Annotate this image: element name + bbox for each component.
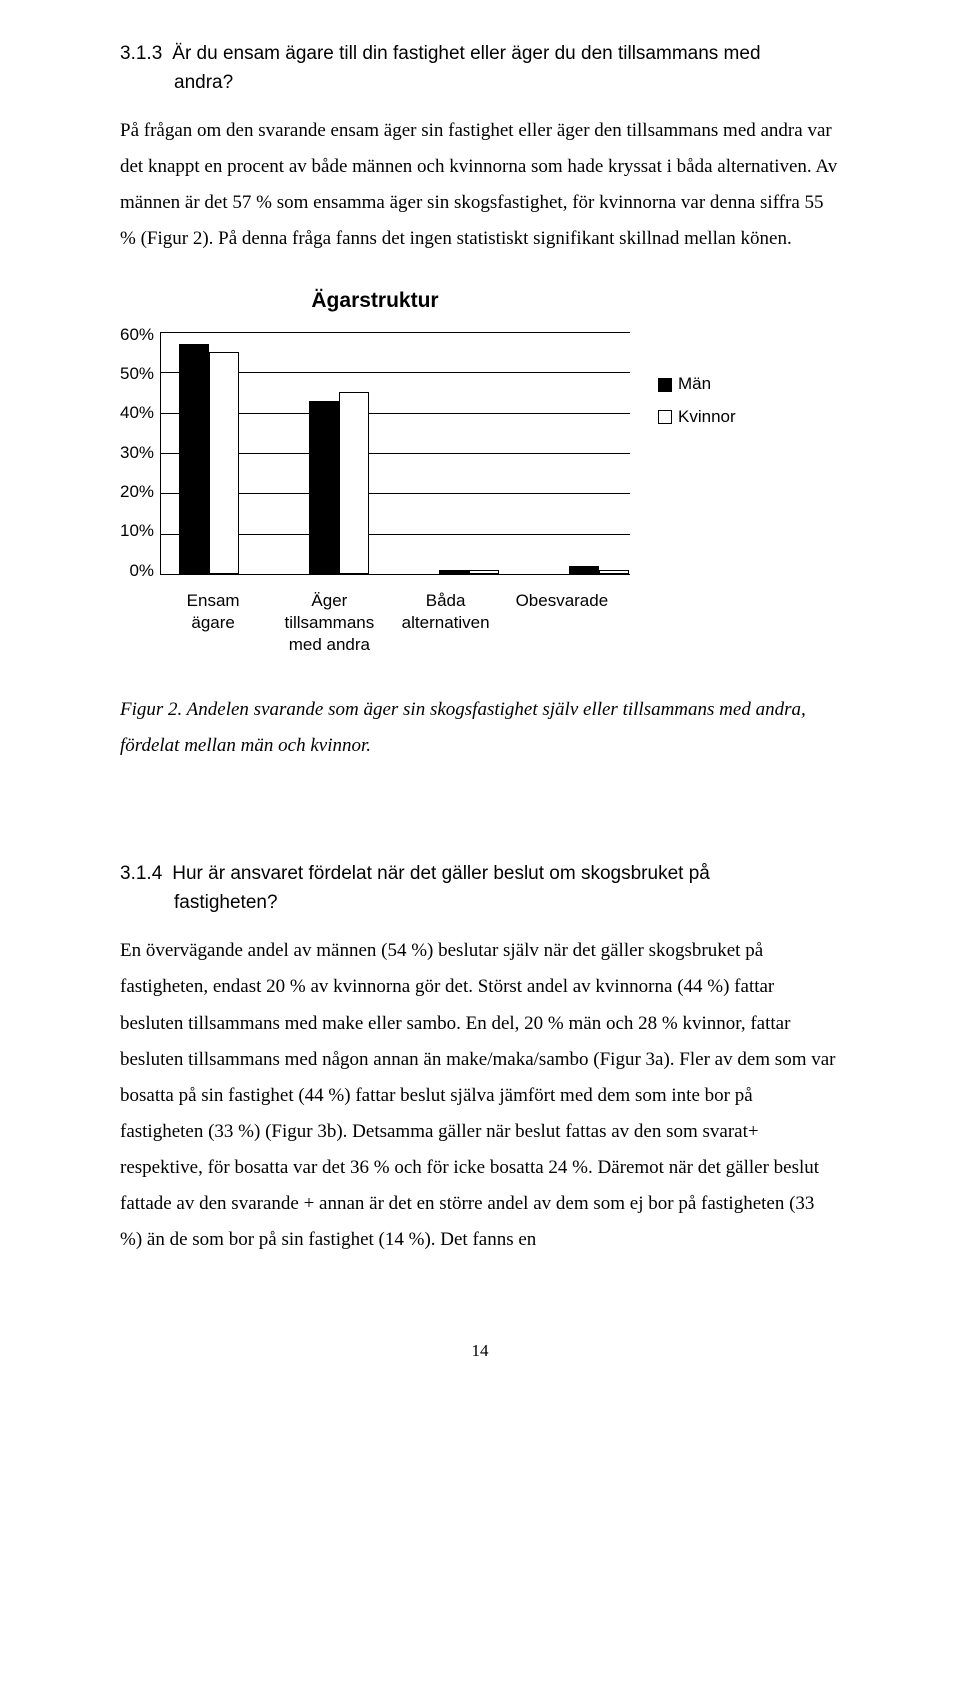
page-number: 14: [120, 1338, 840, 1364]
plot-area: [160, 332, 630, 575]
bar-group: [569, 566, 629, 574]
grid-line: [161, 332, 630, 333]
chart-title: Ägarstruktur: [120, 285, 630, 318]
y-tick-label: 50%: [120, 361, 154, 387]
legend-label: Kvinnor: [678, 404, 736, 430]
heading-title-line2: andra?: [120, 69, 840, 98]
figure-2: Ägarstruktur 60% 50% 40% 30% 20% 10% 0% Ensamä…: [120, 285, 840, 764]
legend: Män Kvinnor: [658, 371, 736, 436]
bar-women: [469, 570, 499, 574]
x-tick-label: Ägertillsammansmed andra: [271, 590, 387, 656]
heading-3-1-4: 3.1.4 Hur är ansvaret fördelat när det g…: [120, 860, 840, 917]
figure-2-caption: Figur 2. Andelen svarande som äger sin s…: [120, 692, 840, 764]
y-tick-label: 0%: [129, 558, 154, 584]
bar-men: [439, 570, 469, 574]
section2-paragraph: En övervägande andel av männen (54 %) be…: [120, 933, 840, 1258]
heading-title-line1: Hur är ansvaret fördelat när det gäller …: [172, 860, 840, 889]
y-axis: 60% 50% 40% 30% 20% 10% 0%: [120, 322, 160, 584]
legend-swatch: [658, 410, 672, 424]
legend-label: Män: [678, 371, 711, 397]
bar-men: [179, 344, 209, 574]
bar-group: [439, 570, 499, 574]
x-tick-label: Bådaalternativen: [388, 590, 504, 656]
heading-title-line1: Är du ensam ägare till din fastighet ell…: [172, 40, 840, 69]
y-tick-label: 40%: [120, 400, 154, 426]
bar-women: [599, 570, 629, 574]
x-tick-label: Ensamägare: [155, 590, 271, 656]
legend-swatch: [658, 378, 672, 392]
heading-number: 3.1.4: [120, 860, 162, 889]
y-tick-label: 60%: [120, 322, 154, 348]
bar-women: [209, 352, 239, 574]
heading-3-1-3: 3.1.3 Är du ensam ägare till din fastigh…: [120, 40, 840, 97]
x-axis-labels: EnsamägareÄgertillsammansmed andraBådaal…: [172, 590, 620, 656]
legend-item: Män: [658, 371, 736, 397]
legend-item: Kvinnor: [658, 404, 736, 430]
bar-men: [569, 566, 599, 574]
y-tick-label: 10%: [120, 518, 154, 544]
heading-number: 3.1.3: [120, 40, 162, 69]
y-tick-label: 30%: [120, 440, 154, 466]
bar-group: [309, 392, 369, 574]
y-tick-label: 20%: [120, 479, 154, 505]
bar-group: [179, 344, 239, 574]
section1-paragraph: På frågan om den svarande ensam äger sin…: [120, 113, 840, 257]
heading-title-line2: fastigheten?: [120, 889, 840, 918]
x-tick-label: Obesvarade: [504, 590, 620, 656]
bar-women: [339, 392, 369, 574]
bar-men: [309, 401, 339, 574]
